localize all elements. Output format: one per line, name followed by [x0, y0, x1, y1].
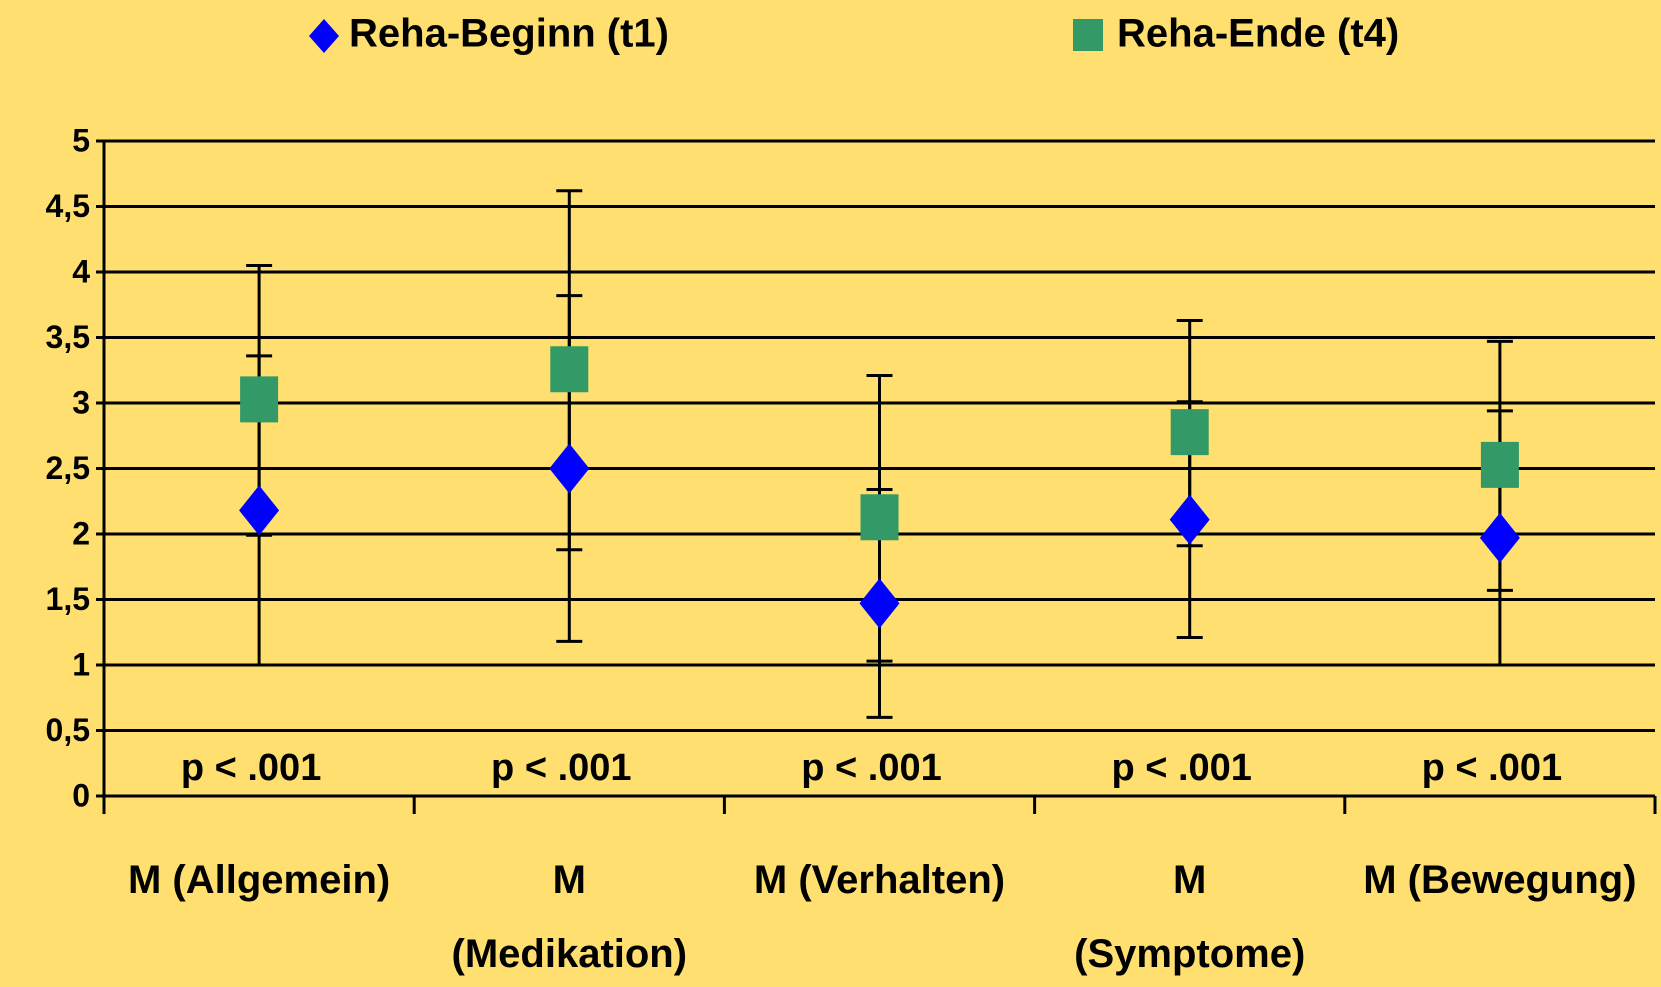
y-tick-label: 2	[72, 515, 90, 551]
y-tick-label: 4	[72, 253, 90, 289]
data-point	[239, 485, 280, 536]
annotation: p < .001	[1111, 747, 1251, 789]
data-point	[240, 376, 279, 423]
legend-label: Reha-Ende (t4)	[1117, 12, 1399, 56]
y-tick-label: 3,5	[46, 319, 90, 355]
data-point	[550, 346, 589, 393]
data-point	[860, 494, 899, 541]
annotation: p < .001	[1422, 747, 1562, 789]
y-tick-label: 5	[72, 122, 90, 158]
y-tick-label: 1	[72, 646, 90, 682]
y-tick-label: 1,5	[46, 581, 90, 617]
y-tick-label: 3	[72, 384, 90, 420]
y-tick-label: 2,5	[46, 450, 90, 486]
y-tick-label: 4,5	[46, 188, 90, 224]
x-tick-label: M (Bewegung)	[1363, 858, 1636, 902]
x-tick-label: M (Symptome)	[1074, 858, 1305, 976]
x-tick-label: M (Medikation)	[452, 858, 688, 976]
annotation: p < .001	[491, 747, 631, 789]
data-point	[1479, 512, 1520, 563]
y-tick-label: 0	[72, 777, 90, 813]
data-point	[859, 578, 900, 629]
data-point	[1169, 494, 1210, 545]
legend-marker	[1073, 19, 1103, 51]
data-point	[1170, 409, 1209, 456]
x-tick-label: M (Verhalten)	[754, 858, 1005, 902]
y-tick-label: 0,5	[46, 712, 90, 748]
annotation: p < .001	[181, 747, 321, 789]
legend-label: Reha-Beginn (t1)	[349, 12, 669, 56]
data-point	[1480, 441, 1519, 488]
x-tick-label: M (Allgemein)	[128, 858, 390, 902]
legend-marker	[309, 19, 339, 53]
data-point	[549, 443, 590, 494]
annotation: p < .001	[801, 747, 941, 789]
